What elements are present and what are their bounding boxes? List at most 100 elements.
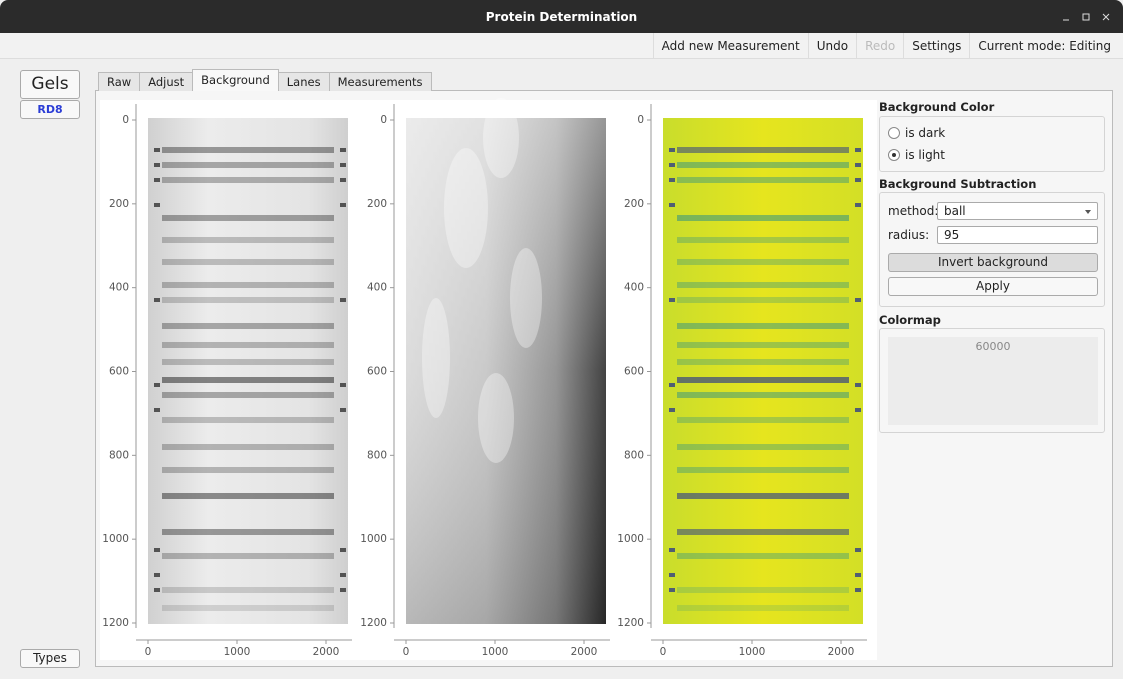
marker-band — [669, 588, 675, 592]
image-blob — [422, 298, 450, 418]
colormap-widget[interactable]: 60000 — [888, 337, 1098, 425]
image-blob — [478, 373, 514, 463]
image-band — [677, 553, 849, 559]
menu-item[interactable]: Undo — [807, 33, 856, 58]
marker-band — [154, 298, 160, 302]
image-band — [162, 162, 334, 168]
image-band — [677, 377, 849, 383]
y-tick-label: 400 — [367, 282, 387, 294]
marker-band — [154, 383, 160, 387]
x-tick-label: 2000 — [828, 646, 855, 658]
marker-band — [340, 203, 346, 207]
image-band — [677, 282, 849, 288]
image-band — [677, 444, 849, 450]
marker-band — [855, 548, 861, 552]
menu-item[interactable]: Settings — [903, 33, 969, 58]
y-tick-label: 0 — [122, 114, 129, 126]
marker-band — [154, 548, 160, 552]
colormap-group: 60000 — [879, 328, 1105, 433]
y-tick-label: 800 — [367, 449, 387, 461]
marker-band — [340, 588, 346, 592]
gels-header[interactable]: Gels — [20, 70, 80, 99]
radio-light[interactable]: is light — [888, 148, 945, 162]
gel-image — [148, 118, 348, 624]
background-subtraction-group: method: ball radius: 95 Invert backgroun… — [879, 192, 1105, 307]
image-band — [677, 493, 849, 499]
menu-item[interactable]: Redo — [856, 33, 903, 58]
window-controls[interactable] — [1035, 10, 1115, 24]
y-tick-label: 1000 — [102, 533, 129, 545]
image-band — [677, 147, 849, 153]
x-tick-label: 0 — [145, 646, 152, 658]
menu-item[interactable]: Current mode: Editing — [969, 33, 1119, 58]
radius-input[interactable]: 95 — [937, 226, 1098, 244]
y-tick-label: 600 — [367, 366, 387, 378]
group-title: Colormap — [879, 313, 941, 327]
y-tick-label: 200 — [367, 198, 387, 210]
marker-band — [855, 383, 861, 387]
tab-bar: Raw Adjust Background Lanes Measurements — [98, 69, 432, 91]
image-band — [162, 323, 334, 329]
image-band — [162, 467, 334, 473]
image-band — [162, 282, 334, 288]
tab[interactable]: Adjust — [139, 72, 194, 91]
tab[interactable]: Raw — [98, 72, 141, 91]
x-tick-label: 1000 — [739, 646, 766, 658]
image-band — [162, 417, 334, 423]
image-base — [663, 118, 863, 624]
marker-band — [340, 548, 346, 552]
apply-button[interactable]: Apply — [888, 277, 1098, 296]
image-band — [677, 392, 849, 398]
x-tick-label: 1000 — [482, 646, 509, 658]
title-bar: Protein Determination — [0, 0, 1123, 33]
y-tick-label: 600 — [624, 366, 644, 378]
y-tick-label: 1200 — [102, 617, 129, 629]
y-tick-label: 200 — [624, 198, 644, 210]
tab[interactable]: Background — [192, 69, 279, 91]
marker-band — [154, 573, 160, 577]
image-band — [677, 359, 849, 365]
marker-band — [154, 588, 160, 592]
gel-item[interactable]: RD8 — [20, 100, 80, 119]
radius-label: radius: — [888, 228, 930, 242]
image-shade — [406, 118, 606, 624]
image-blob — [510, 248, 542, 348]
menu-item[interactable]: Add new Measurement — [652, 33, 808, 58]
marker-band — [669, 163, 675, 167]
tab[interactable]: Lanes — [277, 72, 330, 91]
marker-band — [669, 298, 675, 302]
marker-band — [340, 573, 346, 577]
marker-band — [855, 573, 861, 577]
radio-button[interactable] — [888, 127, 900, 139]
image-band — [677, 215, 849, 221]
tab[interactable]: Measurements — [328, 72, 432, 91]
marker-band — [154, 163, 160, 167]
types-button[interactable]: Types — [20, 649, 80, 668]
background-color-group: is dark is light — [879, 116, 1105, 172]
invert-button[interactable]: Invert background — [888, 253, 1098, 272]
marker-band — [669, 548, 675, 552]
x-tick-label: 0 — [660, 646, 667, 658]
group-title: Background Subtraction — [879, 177, 1037, 191]
marker-band — [855, 203, 861, 207]
image-band — [162, 342, 334, 348]
y-tick-label: 800 — [624, 449, 644, 461]
image-band — [162, 493, 334, 499]
image-band — [677, 237, 849, 243]
image-band — [162, 605, 334, 611]
marker-band — [340, 383, 346, 387]
image-band — [677, 587, 849, 593]
image-band — [677, 529, 849, 535]
y-tick-label: 0 — [637, 114, 644, 126]
image-band — [677, 259, 849, 265]
image-band — [162, 177, 334, 183]
radio-button[interactable] — [888, 149, 900, 161]
image-band — [677, 323, 849, 329]
method-combo[interactable]: ball — [937, 202, 1098, 220]
y-tick-label: 1000 — [617, 533, 644, 545]
radio-dark[interactable]: is dark — [888, 126, 945, 140]
image-band — [162, 237, 334, 243]
y-tick-label: 400 — [624, 282, 644, 294]
